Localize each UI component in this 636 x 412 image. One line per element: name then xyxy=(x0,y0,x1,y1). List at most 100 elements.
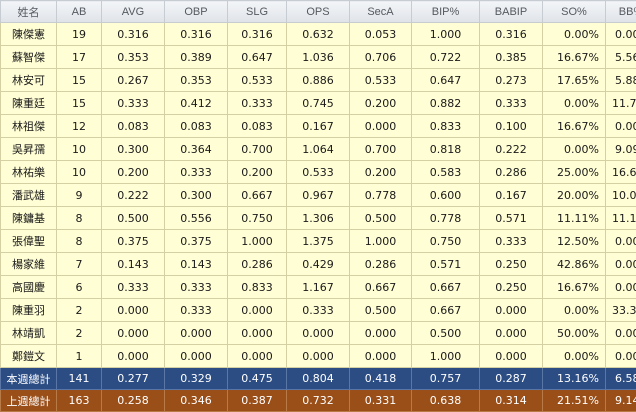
obp-cell: 0.083 xyxy=(165,115,228,138)
ops-cell: 0.632 xyxy=(287,23,350,46)
ops-cell: 1.036 xyxy=(287,46,350,69)
player-name: 林安可 xyxy=(1,69,57,92)
bip-pct-cell: 0.600 xyxy=(412,184,480,207)
ab-cell: 6 xyxy=(57,276,102,299)
player-name: 陳傑憲 xyxy=(1,23,57,46)
header-row: 姓名 AB AVG OBP SLG OPS SecA BIP% BABIP SO… xyxy=(1,1,636,23)
babip-cell: 0.250 xyxy=(480,253,543,276)
avg-cell: 0.333 xyxy=(102,92,165,115)
seca-cell: 0.667 xyxy=(350,276,412,299)
obp-cell: 0.333 xyxy=(165,299,228,322)
bb-pct-cell: 9.14% xyxy=(606,390,636,412)
slg-cell: 0.700 xyxy=(228,138,287,161)
so-pct-cell: 16.67% xyxy=(543,115,606,138)
slg-cell: 0.667 xyxy=(228,184,287,207)
slg-cell: 1.000 xyxy=(228,230,287,253)
bip-pct-cell: 0.647 xyxy=(412,69,480,92)
avg-cell: 0.316 xyxy=(102,23,165,46)
column-header-ops[interactable]: OPS xyxy=(287,1,350,23)
avg-cell: 0.000 xyxy=(102,345,165,368)
babip-cell: 0.100 xyxy=(480,115,543,138)
column-header-obp[interactable]: OBP xyxy=(165,1,228,23)
slg-cell: 0.475 xyxy=(228,368,287,390)
obp-cell: 0.346 xyxy=(165,390,228,412)
player-name: 吳昇孺 xyxy=(1,138,57,161)
bip-pct-cell: 1.000 xyxy=(412,345,480,368)
column-header-bip-pct[interactable]: BIP% xyxy=(412,1,480,23)
ab-cell: 8 xyxy=(57,207,102,230)
ab-cell: 7 xyxy=(57,253,102,276)
bb-pct-cell: 0.00% xyxy=(606,230,636,253)
ops-cell: 0.804 xyxy=(287,368,350,390)
column-header-babip[interactable]: BABIP xyxy=(480,1,543,23)
ab-cell: 19 xyxy=(57,23,102,46)
seca-cell: 0.700 xyxy=(350,138,412,161)
slg-cell: 0.333 xyxy=(228,92,287,115)
so-pct-cell: 0.00% xyxy=(543,138,606,161)
column-header-so-pct[interactable]: SO% xyxy=(543,1,606,23)
ops-cell: 0.429 xyxy=(287,253,350,276)
column-header-seca[interactable]: SecA xyxy=(350,1,412,23)
babip-cell: 0.167 xyxy=(480,184,543,207)
avg-cell: 0.000 xyxy=(102,322,165,345)
ab-cell: 10 xyxy=(57,138,102,161)
seca-cell: 0.200 xyxy=(350,92,412,115)
ab-cell: 10 xyxy=(57,161,102,184)
seca-cell: 0.286 xyxy=(350,253,412,276)
slg-cell: 0.750 xyxy=(228,207,287,230)
obp-cell: 0.300 xyxy=(165,184,228,207)
ops-cell: 1.375 xyxy=(287,230,350,253)
ab-cell: 12 xyxy=(57,115,102,138)
slg-cell: 0.387 xyxy=(228,390,287,412)
obp-cell: 0.412 xyxy=(165,92,228,115)
slg-cell: 0.200 xyxy=(228,161,287,184)
column-header-bb-pct[interactable]: BB% xyxy=(606,1,636,23)
babip-cell: 0.287 xyxy=(480,368,543,390)
obp-cell: 0.333 xyxy=(165,276,228,299)
obp-cell: 0.353 xyxy=(165,69,228,92)
bip-pct-cell: 0.722 xyxy=(412,46,480,69)
column-header-avg[interactable]: AVG xyxy=(102,1,165,23)
so-pct-cell: 50.00% xyxy=(543,322,606,345)
so-pct-cell: 11.11% xyxy=(543,207,606,230)
player-name: 陳鏞基 xyxy=(1,207,57,230)
slg-cell: 0.083 xyxy=(228,115,287,138)
obp-cell: 0.000 xyxy=(165,322,228,345)
seca-cell: 1.000 xyxy=(350,230,412,253)
column-header-name[interactable]: 姓名 xyxy=(1,1,57,23)
obp-cell: 0.364 xyxy=(165,138,228,161)
babip-cell: 0.222 xyxy=(480,138,543,161)
avg-cell: 0.375 xyxy=(102,230,165,253)
bb-pct-cell: 9.09% xyxy=(606,138,636,161)
slg-cell: 0.316 xyxy=(228,23,287,46)
column-header-ab[interactable]: AB xyxy=(57,1,102,23)
ops-cell: 1.306 xyxy=(287,207,350,230)
ops-cell: 1.064 xyxy=(287,138,350,161)
ops-cell: 0.533 xyxy=(287,161,350,184)
bb-pct-cell: 0.00% xyxy=(606,276,636,299)
seca-cell: 0.533 xyxy=(350,69,412,92)
obp-cell: 0.329 xyxy=(165,368,228,390)
player-name: 陳重廷 xyxy=(1,92,57,115)
bip-pct-cell: 0.500 xyxy=(412,322,480,345)
bb-pct-cell: 16.67% xyxy=(606,161,636,184)
obp-cell: 0.333 xyxy=(165,161,228,184)
column-header-slg[interactable]: SLG xyxy=(228,1,287,23)
